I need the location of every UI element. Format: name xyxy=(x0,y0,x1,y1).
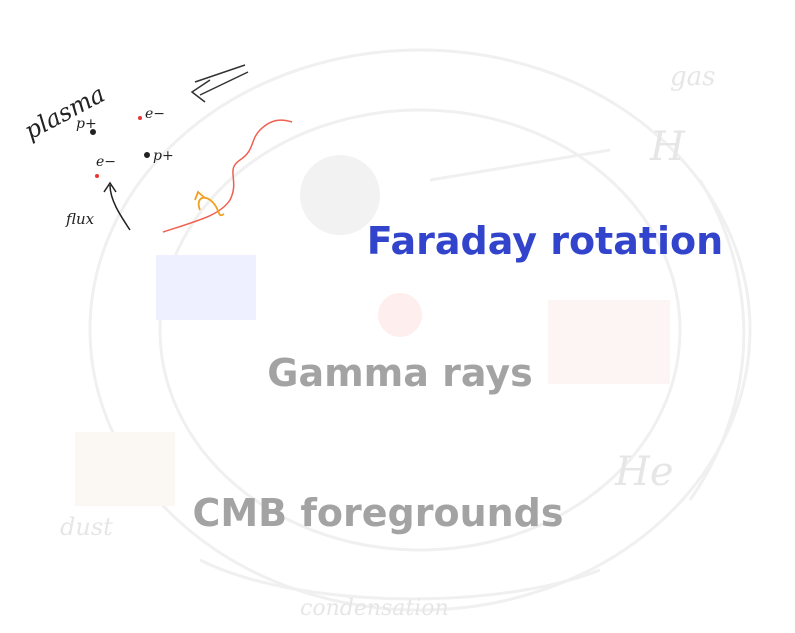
sketch-label: p+ xyxy=(153,148,174,164)
faint-label: condensation xyxy=(300,596,449,621)
faint-label: He xyxy=(614,449,674,495)
sketch-label: e− xyxy=(145,106,165,122)
faint-label: dust xyxy=(60,513,113,541)
sketch-label: plasma xyxy=(20,80,110,145)
faint-label: H xyxy=(649,124,686,170)
faint-label: gas xyxy=(670,62,716,92)
sketch-label: e− xyxy=(96,154,116,170)
topic-title: CMB foregrounds xyxy=(192,491,563,535)
slide: gas H He dust condensation plasma p+ e− … xyxy=(0,0,795,633)
topic-title: Gamma rays xyxy=(267,351,533,395)
sketch-label: flux xyxy=(65,210,95,228)
topic-title: Faraday rotation xyxy=(367,219,723,263)
